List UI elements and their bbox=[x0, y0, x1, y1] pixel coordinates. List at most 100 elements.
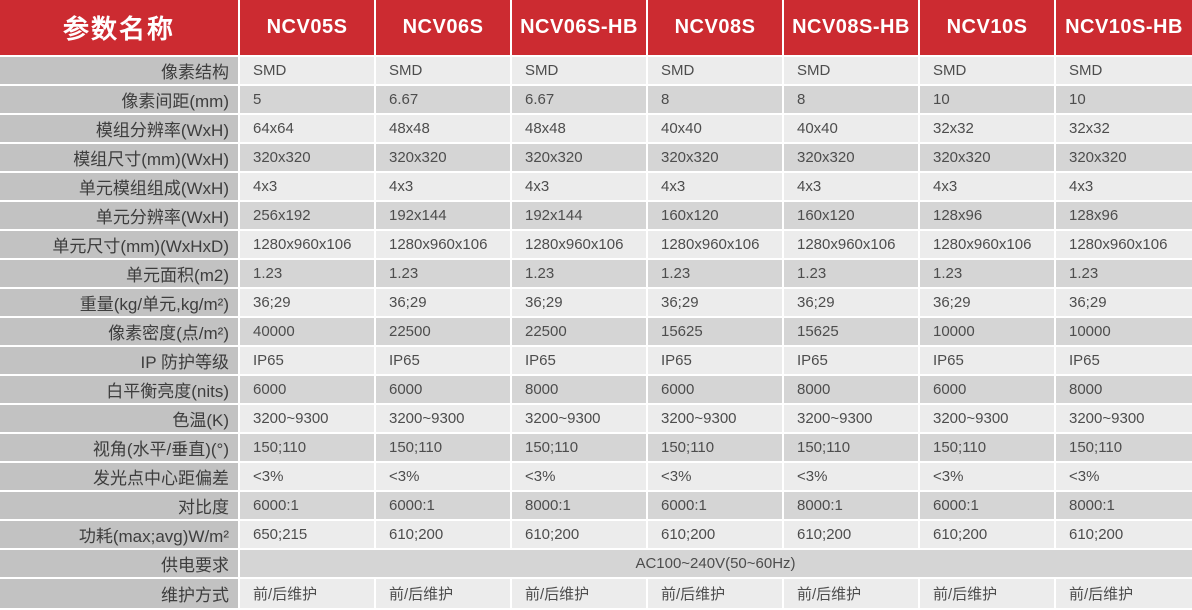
product-header: NCV08S-HB bbox=[784, 0, 920, 57]
cell-value: SMD bbox=[240, 57, 376, 86]
cell-value: 前/后维护 bbox=[648, 579, 784, 608]
cell-value: 8000 bbox=[784, 376, 920, 405]
cell-value: 10 bbox=[1056, 86, 1192, 115]
cell-value: 10000 bbox=[1056, 318, 1192, 347]
cell-value: SMD bbox=[784, 57, 920, 86]
cell-value: 150;110 bbox=[240, 434, 376, 463]
row-label: 供电要求 bbox=[0, 550, 240, 579]
table-row: 单元模组组成(WxH) 4x3 4x3 4x3 4x3 4x3 4x3 4x3 bbox=[0, 173, 1192, 202]
cell-value: 1.23 bbox=[512, 260, 648, 289]
cell-value: 320x320 bbox=[920, 144, 1056, 173]
cell-value: 3200~9300 bbox=[648, 405, 784, 434]
cell-value: 3200~9300 bbox=[1056, 405, 1192, 434]
cell-value: 32x32 bbox=[1056, 115, 1192, 144]
table-body: 像素结构 SMD SMD SMD SMD SMD SMD SMD 像素间距(mm) 5 6.67 6.… bbox=[0, 57, 1192, 608]
cell-value: 36;29 bbox=[240, 289, 376, 318]
cell-value: 610;200 bbox=[920, 521, 1056, 550]
cell-value: 1280x960x106 bbox=[240, 231, 376, 260]
cell-value: 320x320 bbox=[648, 144, 784, 173]
cell-value: SMD bbox=[648, 57, 784, 86]
cell-value: 8000 bbox=[512, 376, 648, 405]
cell-value: 192x144 bbox=[376, 202, 512, 231]
cell-value: <3% bbox=[376, 463, 512, 492]
row-label: 模组尺寸(mm)(WxH) bbox=[0, 144, 240, 173]
cell-value: SMD bbox=[1056, 57, 1192, 86]
cell-value: 150;110 bbox=[376, 434, 512, 463]
cell-value: 3200~9300 bbox=[920, 405, 1056, 434]
cell-value: IP65 bbox=[920, 347, 1056, 376]
header-row: 参数名称 NCV05S NCV06S NCV06S-HB NCV08S NCV08S-H… bbox=[0, 0, 1192, 57]
cell-value: 128x96 bbox=[1056, 202, 1192, 231]
cell-value: 22500 bbox=[376, 318, 512, 347]
cell-value: 32x32 bbox=[920, 115, 1056, 144]
cell-value: 128x96 bbox=[920, 202, 1056, 231]
cell-value: SMD bbox=[512, 57, 648, 86]
cell-value: IP65 bbox=[512, 347, 648, 376]
cell-value: 610;200 bbox=[784, 521, 920, 550]
table-row: 白平衡亮度(nits) 6000 6000 8000 6000 8000 6000 8000 bbox=[0, 376, 1192, 405]
cell-value: 150;110 bbox=[648, 434, 784, 463]
row-label: 单元面积(m2) bbox=[0, 260, 240, 289]
cell-value: IP65 bbox=[1056, 347, 1192, 376]
cell-value: 前/后维护 bbox=[784, 579, 920, 608]
cell-value: 36;29 bbox=[784, 289, 920, 318]
table-row: 像素密度(点/m²) 40000 22500 22500 15625 15625 10000… bbox=[0, 318, 1192, 347]
cell-value: 3200~9300 bbox=[512, 405, 648, 434]
cell-value: 前/后维护 bbox=[512, 579, 648, 608]
row-label: 对比度 bbox=[0, 492, 240, 521]
cell-value: 36;29 bbox=[376, 289, 512, 318]
cell-value: 8000:1 bbox=[512, 492, 648, 521]
row-label: 白平衡亮度(nits) bbox=[0, 376, 240, 405]
row-label: 发光点中心距偏差 bbox=[0, 463, 240, 492]
table-row: 单元分辨率(WxH) 256x192 192x144 192x144 160x120 16… bbox=[0, 202, 1192, 231]
table-row: 单元尺寸(mm)(WxHxD) 1280x960x106 1280x960x106 1… bbox=[0, 231, 1192, 260]
product-header: NCV06S-HB bbox=[512, 0, 648, 57]
cell-value: 6000 bbox=[648, 376, 784, 405]
cell-value: 1.23 bbox=[1056, 260, 1192, 289]
cell-value: 3200~9300 bbox=[784, 405, 920, 434]
cell-value: 22500 bbox=[512, 318, 648, 347]
cell-value: 6000:1 bbox=[376, 492, 512, 521]
cell-value: 6000 bbox=[920, 376, 1056, 405]
cell-value: 6000 bbox=[376, 376, 512, 405]
row-label: 单元分辨率(WxH) bbox=[0, 202, 240, 231]
cell-value: 6000:1 bbox=[240, 492, 376, 521]
cell-value: 610;200 bbox=[1056, 521, 1192, 550]
table-row: 供电要求 AC100~240V(50~60Hz) bbox=[0, 550, 1192, 579]
cell-value: 6.67 bbox=[512, 86, 648, 115]
cell-value: 192x144 bbox=[512, 202, 648, 231]
cell-value: 4x3 bbox=[376, 173, 512, 202]
cell-value: SMD bbox=[376, 57, 512, 86]
row-label: 像素密度(点/m²) bbox=[0, 318, 240, 347]
cell-value: 6000 bbox=[240, 376, 376, 405]
cell-value: 160x120 bbox=[648, 202, 784, 231]
cell-value: 40x40 bbox=[784, 115, 920, 144]
cell-value: 3200~9300 bbox=[240, 405, 376, 434]
cell-value: 4x3 bbox=[784, 173, 920, 202]
table-row: 模组尺寸(mm)(WxH) 320x320 320x320 320x320 320x32… bbox=[0, 144, 1192, 173]
row-label: 视角(水平/垂直)(°) bbox=[0, 434, 240, 463]
cell-value: 1280x960x106 bbox=[376, 231, 512, 260]
row-label: 模组分辨率(WxH) bbox=[0, 115, 240, 144]
cell-value: IP65 bbox=[784, 347, 920, 376]
cell-value: IP65 bbox=[240, 347, 376, 376]
product-header: NCV10S-HB bbox=[1056, 0, 1192, 57]
table-row: 像素间距(mm) 5 6.67 6.67 8 8 10 10 bbox=[0, 86, 1192, 115]
cell-value: 1280x960x106 bbox=[784, 231, 920, 260]
row-label: 单元尺寸(mm)(WxHxD) bbox=[0, 231, 240, 260]
cell-value: 8000:1 bbox=[784, 492, 920, 521]
cell-value: 320x320 bbox=[376, 144, 512, 173]
cell-value: <3% bbox=[648, 463, 784, 492]
cell-value: 48x48 bbox=[512, 115, 648, 144]
row-label: IP 防护等级 bbox=[0, 347, 240, 376]
cell-value: 1.23 bbox=[784, 260, 920, 289]
cell-value: 320x320 bbox=[1056, 144, 1192, 173]
cell-value: 4x3 bbox=[920, 173, 1056, 202]
cell-value: 40000 bbox=[240, 318, 376, 347]
cell-value: 650;215 bbox=[240, 521, 376, 550]
cell-value: 150;110 bbox=[1056, 434, 1192, 463]
cell-value: 1.23 bbox=[376, 260, 512, 289]
table-row: 维护方式 前/后维护 前/后维护 前/后维护 前/后维护 前/后维护 前/后维护 前/后维护 bbox=[0, 579, 1192, 608]
cell-value: 8000:1 bbox=[1056, 492, 1192, 521]
cell-value: <3% bbox=[512, 463, 648, 492]
